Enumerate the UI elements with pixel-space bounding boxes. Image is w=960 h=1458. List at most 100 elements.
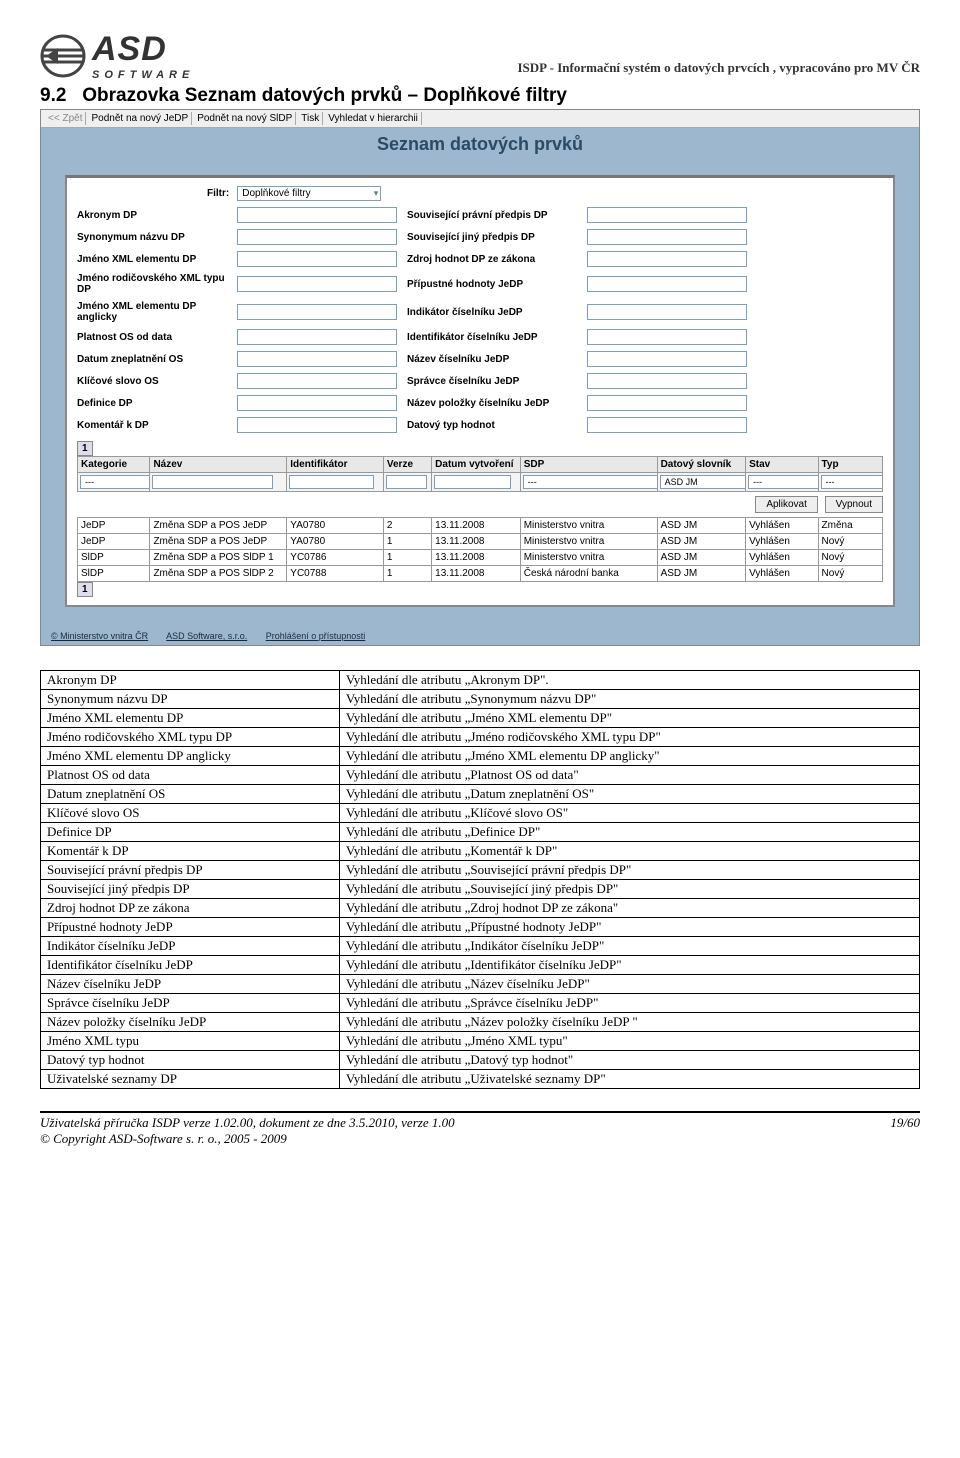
grid-header[interactable]: Verze [383,457,431,473]
definition-cell: Jméno rodičovského XML typu DP [41,728,340,747]
grid-filter-combo[interactable]: --- [821,475,883,489]
filter-input[interactable] [587,229,747,245]
grid-header[interactable]: Název [150,457,287,473]
grid-header[interactable]: Datum vytvoření [432,457,521,473]
definition-cell: Vyhledání dle atributu „Uživatelské sezn… [339,1070,919,1089]
logo-top: ASD [92,30,194,69]
filter-label-right: Související právní předpis DP [407,210,577,221]
header-right: ISDP - Informační systém o datových prvc… [517,60,920,76]
footer-link-3[interactable]: Prohlášení o přístupnosti [266,631,366,641]
definition-row: Související právní předpis DPVyhledání d… [41,861,920,880]
definition-cell: Zdroj hodnot DP ze zákona [41,899,340,918]
grid-header[interactable]: Datový slovník [657,457,746,473]
filter-input[interactable] [237,229,397,245]
filter-label-left: Definice DP [77,398,227,409]
definition-cell: Vyhledání dle atributu „Název položky čí… [339,1013,919,1032]
paginator-bottom[interactable]: 1 [77,582,93,597]
footer-line-1: Uživatelská příručka ISDP verze 1.02.00,… [40,1115,455,1131]
section-heading: Obrazovka Seznam datových prvků – Doplňk… [82,85,567,106]
grid-header[interactable]: Stav [746,457,818,473]
off-button[interactable]: Vypnout [825,496,883,513]
filter-input[interactable] [237,329,397,345]
menu-back[interactable]: << Zpět [45,112,86,125]
paginator-top[interactable]: 1 [77,441,93,456]
filter-label-right: Název položky číselníku JeDP [407,398,577,409]
filter-input[interactable] [237,373,397,389]
table-row[interactable]: JeDPZměna SDP a POS JeDPYA0780113.11.200… [78,534,883,550]
grid-filter-combo[interactable]: --- [523,475,657,489]
section-number: 9.2 [40,85,66,106]
definition-cell: Vyhledání dle atributu „Synonymum názvu … [339,690,919,709]
grid-filter-input[interactable] [289,475,373,489]
table-cell: ASD JM [657,550,746,566]
table-cell: Vyhlášen [746,534,818,550]
grid-filter-combo[interactable]: --- [748,475,818,489]
grid-header[interactable]: Typ [818,457,882,473]
definition-table: Akronym DPVyhledání dle atributu „Akrony… [40,670,920,1089]
definition-cell: Vyhledání dle atributu „Název číselníku … [339,975,919,994]
apply-button[interactable]: Aplikovat [755,496,818,513]
grid-filter-input[interactable] [434,475,511,489]
definition-cell: Synonymum názvu DP [41,690,340,709]
filter-input[interactable] [587,207,747,223]
footer-link-2[interactable]: ASD Software, s.r.o. [166,631,247,641]
table-cell: Vyhlášen [746,566,818,582]
table-cell: SlDP [78,550,150,566]
filter-input[interactable] [237,304,397,320]
definition-row: Jméno XML elementu DP anglickyVyhledání … [41,747,920,766]
grid-filter-combo[interactable]: ASD JM [660,475,746,489]
definition-cell: Související jiný předpis DP [41,880,340,899]
filter-label-left: Synonymum názvu DP [77,232,227,243]
table-cell: 13.11.2008 [432,550,521,566]
grid-header[interactable]: Identifikátor [287,457,384,473]
filter-input[interactable] [587,351,747,367]
definition-cell: Vyhledání dle atributu „Identifikátor čí… [339,956,919,975]
grid-filter-input[interactable] [386,475,427,489]
filter-input[interactable] [237,417,397,433]
definition-cell: Přípustné hodnoty JeDP [41,918,340,937]
filter-input[interactable] [237,207,397,223]
filter-input[interactable] [587,329,747,345]
grid-header[interactable]: SDP [520,457,657,473]
grid-filter-combo[interactable]: --- [80,475,150,489]
filter-combo[interactable]: Doplňkové filtry [237,186,381,201]
definition-row: Jméno XML elementu DPVyhledání dle atrib… [41,709,920,728]
filter-label-right: Datový typ hodnot [407,420,577,431]
filter-input[interactable] [237,351,397,367]
grid-header[interactable]: Kategorie [78,457,150,473]
footer-link-1[interactable]: © Ministerstvo vnitra ČR [51,631,148,641]
definition-cell: Vyhledání dle atributu „Platnost OS od d… [339,766,919,785]
definition-cell: Vyhledání dle atributu „Jméno XML elemen… [339,709,919,728]
filter-input[interactable] [237,395,397,411]
definition-row: Název číselníku JeDPVyhledání dle atribu… [41,975,920,994]
definition-cell: Indikátor číselníku JeDP [41,937,340,956]
menubar: << Zpět Podnět na nový JeDP Podnět na no… [41,110,919,128]
table-cell: 13.11.2008 [432,566,521,582]
filter-input[interactable] [587,373,747,389]
grid-filter-input[interactable] [152,475,273,489]
menu-item-3[interactable]: Tisk [298,112,323,125]
definition-cell: Platnost OS od data [41,766,340,785]
table-cell: ASD JM [657,566,746,582]
table-cell: 13.11.2008 [432,534,521,550]
menu-item-1[interactable]: Podnět na nový JeDP [88,112,192,125]
filter-input[interactable] [237,251,397,267]
filter-input[interactable] [587,304,747,320]
table-cell: Ministerstvo vnitra [520,518,657,534]
menu-item-2[interactable]: Podnět na nový SlDP [194,112,296,125]
filter-input[interactable] [587,395,747,411]
filter-label-left: Klíčové slovo OS [77,376,227,387]
filter-input[interactable] [587,417,747,433]
table-cell: Změna SDP a POS JeDP [150,518,287,534]
filter-input[interactable] [587,251,747,267]
table-cell: Změna SDP a POS SlDP 2 [150,566,287,582]
menu-item-4[interactable]: Vyhledat v hierarchii [325,112,422,125]
table-row[interactable]: SlDPZměna SDP a POS SlDP 2YC0788113.11.2… [78,566,883,582]
filter-panel: Filtr: Doplňkové filtry Akronym DPSouvis… [65,175,895,607]
definition-cell: Identifikátor číselníku JeDP [41,956,340,975]
filter-input[interactable] [237,276,397,292]
table-row[interactable]: JeDPZměna SDP a POS JeDPYA0780213.11.200… [78,518,883,534]
table-cell: Nový [818,566,882,582]
filter-input[interactable] [587,276,747,292]
table-row[interactable]: SlDPZměna SDP a POS SlDP 1YC0786113.11.2… [78,550,883,566]
